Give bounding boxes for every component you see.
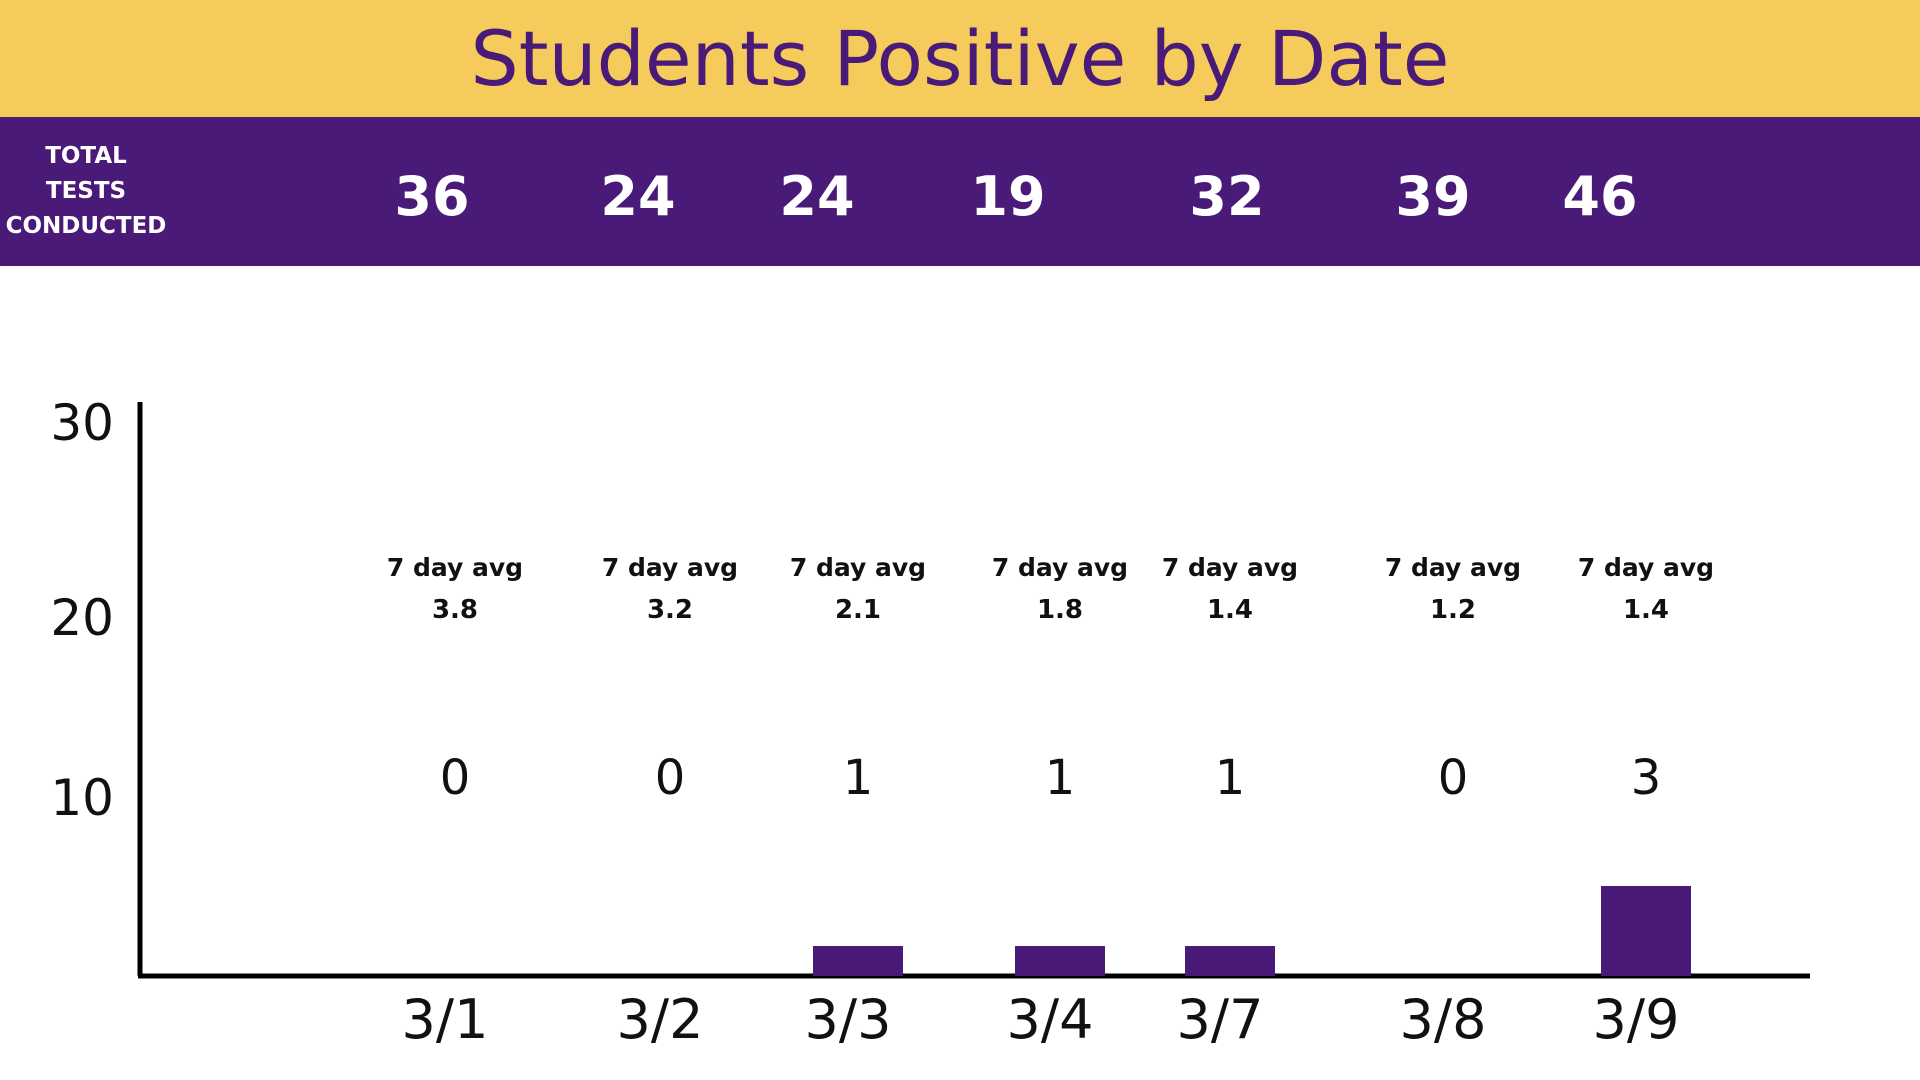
data-label: 0 [655,750,686,806]
tests-count-3-1: 36 [394,165,470,228]
avg-value: 1.8 [1037,595,1083,625]
tests-count-3-9: 46 [1562,165,1638,228]
x-tick-label: 3/7 [1177,988,1264,1051]
avg-label: 7 day avg [387,553,523,582]
data-label: 1 [1215,750,1246,806]
x-tick-label: 3/8 [1400,988,1487,1051]
data-label: 1 [843,750,874,806]
chart-title: Students Positive by Date [470,14,1450,103]
tests-count-3-7: 32 [1189,165,1265,228]
y-tick-label: 30 [50,394,114,452]
bar-3-9 [1601,886,1691,976]
avg-value: 3.8 [432,595,478,625]
avg-label: 7 day avg [1578,553,1714,582]
bar-3-4 [1015,946,1105,976]
avg-value: 3.2 [647,595,693,625]
data-label: 0 [440,750,471,806]
bar-3-7 [1185,946,1275,976]
x-tick-label: 3/1 [402,988,489,1051]
avg-value: 1.4 [1207,595,1253,625]
avg-value: 1.2 [1430,595,1476,625]
tests-conducted-bar: TOTAL TESTS CONDUCTED 36 24 24 19 32 39 … [0,117,1920,266]
avg-label: 7 day avg [1385,553,1521,582]
tests-count-3-4: 19 [970,165,1046,228]
tests-label-line: CONDUCTED [5,213,167,239]
x-tick-label: 3/2 [617,988,704,1051]
x-tick-label: 3/3 [805,988,892,1051]
y-tick-label: 10 [50,769,114,827]
x-tick-label: 3/9 [1593,988,1680,1051]
y-tick-label: 20 [50,589,114,647]
tests-count-3-2: 24 [600,165,676,228]
avg-label: 7 day avg [1162,553,1298,582]
tests-conducted-label: TOTAL TESTS CONDUCTED [0,139,172,244]
avg-label: 7 day avg [790,553,926,582]
title-bar: Students Positive by Date [0,0,1920,117]
tests-label-line: TESTS [45,178,127,204]
tests-count-3-8: 39 [1395,165,1471,228]
data-label: 1 [1045,750,1076,806]
bar-3-3 [813,946,903,976]
avg-label: 7 day avg [992,553,1128,582]
data-label: 0 [1438,750,1469,806]
avg-label: 7 day avg [602,553,738,582]
tests-count-3-3: 24 [779,165,855,228]
avg-value: 1.4 [1623,595,1669,625]
avg-value: 2.1 [835,595,881,625]
x-tick-label: 3/4 [1007,988,1094,1051]
tests-label-line: TOTAL [45,143,127,169]
data-label: 3 [1631,750,1662,806]
